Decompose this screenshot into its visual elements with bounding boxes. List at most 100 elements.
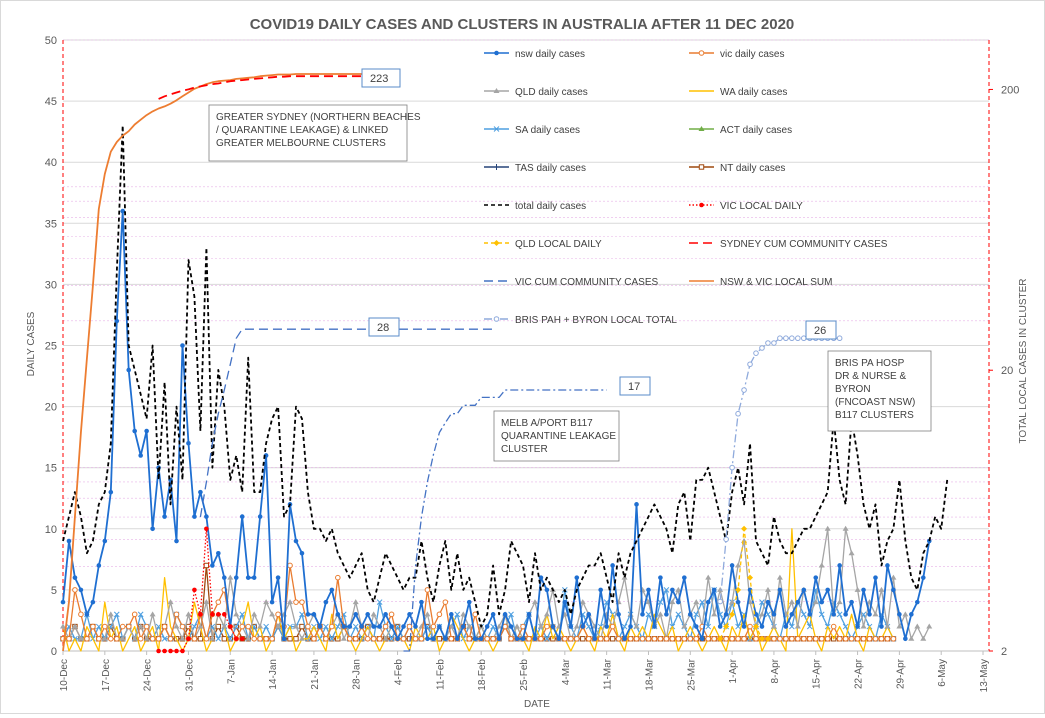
- data-point: [245, 575, 251, 580]
- x-tick-label: 4-Feb: [394, 659, 405, 686]
- data-point: [299, 550, 305, 556]
- data-point: [682, 575, 687, 580]
- data-point: [794, 623, 801, 629]
- data-point: [639, 635, 646, 642]
- data-point: [879, 624, 884, 629]
- data-point: [346, 635, 353, 642]
- data-point: [735, 623, 741, 630]
- data-point: [364, 635, 371, 642]
- x-tick-label: 15-Apr: [812, 658, 823, 689]
- data-point: [210, 612, 215, 617]
- data-point: [203, 635, 210, 642]
- data-point: [884, 635, 891, 642]
- data-point: [239, 611, 246, 618]
- data-point: [281, 636, 287, 642]
- data-point: [645, 635, 652, 642]
- data-point: [460, 624, 466, 629]
- data-point: [407, 612, 412, 617]
- data-point: [758, 635, 765, 642]
- data-point: [311, 612, 317, 617]
- data-point: [878, 635, 885, 642]
- data-point: [215, 599, 222, 605]
- data-point: [150, 526, 155, 532]
- x-tick-label: 14-Jan: [268, 659, 279, 690]
- data-point: [222, 612, 227, 617]
- data-point: [681, 623, 688, 629]
- data-point: [466, 635, 473, 642]
- data-point: [245, 635, 252, 641]
- data-point: [669, 599, 676, 605]
- data-point: [496, 636, 502, 642]
- annotation-text: 17: [628, 381, 640, 393]
- data-point: [789, 635, 795, 642]
- data-point: [502, 623, 508, 630]
- data-point: [449, 612, 454, 617]
- data-point: [771, 340, 777, 346]
- x-tick-label: 10-Dec: [59, 659, 70, 691]
- legend-entry: NSW & VIC LOCAL SUM: [689, 277, 832, 288]
- data-point: [711, 635, 717, 642]
- legend-label: SYDNEY CUM COMMUNITY CASES: [720, 239, 888, 250]
- data-point: [430, 623, 437, 630]
- data-point: [658, 575, 663, 580]
- data-point: [162, 648, 167, 654]
- data-point: [263, 623, 269, 630]
- data-point: [622, 636, 627, 642]
- data-point: [842, 635, 849, 642]
- data-point: [836, 611, 843, 618]
- data-point: [400, 635, 407, 642]
- data-point: [144, 428, 149, 434]
- legend-label: BRIS PAH + BYRON LOCAL TOTAL: [515, 315, 677, 326]
- data-point: [382, 635, 389, 641]
- data-point: [890, 635, 897, 642]
- x-tick-label: 1-Apr: [728, 658, 739, 683]
- data-point: [454, 611, 461, 618]
- data-point: [586, 612, 592, 617]
- data-point: [777, 587, 783, 593]
- data-point: [663, 635, 670, 642]
- legend-label: SA daily cases: [515, 125, 580, 136]
- data-point: [741, 525, 748, 532]
- data-point: [292, 623, 299, 629]
- data-point: [741, 387, 747, 393]
- data-point: [806, 635, 813, 642]
- data-point: [424, 611, 431, 617]
- data-point: [812, 599, 819, 605]
- data-point: [161, 623, 168, 630]
- series-vic-cum-community-cases: [199, 328, 494, 518]
- data-point: [437, 624, 442, 629]
- legend-label: nsw daily cases: [515, 49, 585, 60]
- y-tick-label: 35: [45, 218, 57, 230]
- data-point: [580, 636, 586, 642]
- data-point: [431, 636, 436, 642]
- data-point: [854, 586, 861, 592]
- data-point: [179, 623, 186, 630]
- data-point: [245, 623, 251, 630]
- data-point: [352, 623, 359, 630]
- data-point: [735, 635, 741, 642]
- data-point: [610, 563, 615, 568]
- legend-label: vic daily cases: [720, 49, 784, 60]
- data-point: [872, 611, 879, 617]
- data-point: [107, 611, 114, 617]
- data-point: [191, 635, 198, 642]
- data-point: [693, 611, 700, 618]
- data-point: [424, 587, 431, 593]
- data-point: [323, 599, 329, 605]
- data-point: [783, 624, 789, 629]
- data-point: [383, 612, 388, 617]
- data-point: [633, 635, 640, 642]
- series-melb-a-port-cum: [403, 389, 607, 652]
- data-point: [376, 635, 383, 642]
- annotation-text: 28: [377, 322, 389, 334]
- data-point: [699, 636, 705, 642]
- data-point: [305, 623, 311, 630]
- data-point: [472, 636, 478, 642]
- data-point: [107, 635, 114, 642]
- data-point: [173, 611, 180, 618]
- annotation-box: [361, 68, 401, 88]
- data-point: [490, 612, 496, 617]
- data-point: [729, 611, 736, 618]
- data-point: [478, 636, 484, 642]
- data-point: [543, 611, 550, 617]
